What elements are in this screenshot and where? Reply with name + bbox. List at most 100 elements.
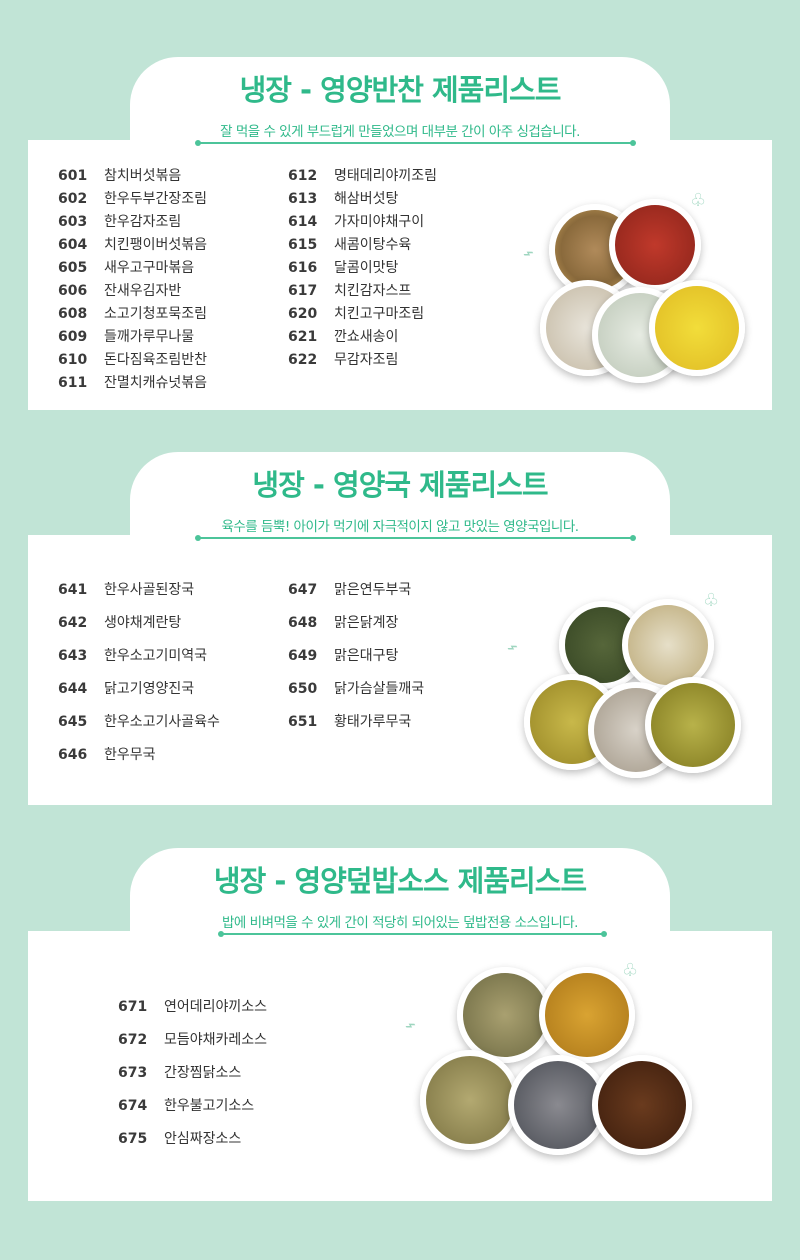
product-item: 604 치킨팽이버섯볶음	[58, 234, 207, 254]
product-name: 치킨고구마조림	[334, 306, 425, 322]
product-code: 620	[288, 306, 318, 322]
product-item: 609 들깨가루무나물	[58, 326, 194, 346]
product-code: 646	[58, 747, 88, 763]
product-name: 소고기청포묵조림	[104, 306, 208, 322]
product-item: 641 한우사골된장국	[58, 579, 194, 599]
product-name: 한우무국	[104, 747, 156, 763]
section-tab	[130, 452, 670, 542]
product-code: 617	[288, 283, 318, 299]
product-item: 616 달콤이맛탕	[288, 257, 398, 277]
section-tab	[130, 848, 670, 938]
product-item: 601 참치버섯볶음	[58, 165, 181, 185]
product-item: 648 맑은닭계장	[288, 612, 398, 632]
product-code: 647	[288, 582, 318, 598]
product-code: 671	[118, 999, 148, 1015]
product-item: 675 안심짜장소스	[118, 1128, 241, 1148]
mushroom-icon: ♧	[690, 190, 707, 211]
product-name: 참치버섯볶음	[104, 168, 182, 184]
food-bowl-image	[420, 1050, 520, 1150]
section-title: 냉장 - 영양반찬 제품리스트	[239, 73, 562, 107]
product-code: 603	[58, 214, 88, 230]
product-name: 간장찜닭소스	[164, 1065, 242, 1081]
product-item: 649 맑은대구탕	[288, 645, 398, 665]
product-item: 615 새콤이탕수육	[288, 234, 411, 254]
product-item: 621 깐쇼새송이	[288, 326, 398, 346]
section-subtitle: 밥에 비벼먹을 수 있게 간이 적당히 되어있는 덮밥전용 소스입니다.	[222, 915, 578, 931]
product-code: 605	[58, 260, 88, 276]
product-name: 한우불고기소스	[164, 1098, 255, 1114]
product-name: 명태데리야끼조림	[334, 168, 438, 184]
product-name: 깐쇼새송이	[334, 329, 399, 345]
product-item: 642 생야채계란탕	[58, 612, 181, 632]
product-name: 맑은닭계장	[334, 615, 399, 631]
product-code: 641	[58, 582, 88, 598]
product-code: 672	[118, 1032, 148, 1048]
product-item: 647 맑은연두부국	[288, 579, 411, 599]
product-code: 610	[58, 352, 88, 368]
product-item: 671 연어데리야끼소스	[118, 996, 267, 1016]
product-item: 602 한우두부간장조림	[58, 188, 207, 208]
mushroom-icon: ♧	[622, 960, 639, 981]
product-name: 잔새우김자반	[104, 283, 182, 299]
product-code: 642	[58, 615, 88, 631]
food-bowl-image	[609, 199, 701, 291]
product-name: 황태가루무국	[334, 714, 412, 730]
food-bowl-image	[592, 1055, 692, 1155]
product-code: 674	[118, 1098, 148, 1114]
product-name: 연어데리야끼소스	[164, 999, 268, 1015]
product-name: 안심짜장소스	[164, 1131, 242, 1147]
product-name: 가자미야채구이	[334, 214, 425, 230]
product-name: 한우소고기미역국	[104, 648, 208, 664]
product-item: 613 해삼버섯탕	[288, 188, 398, 208]
product-item: 620 치킨고구마조림	[288, 303, 424, 323]
product-name: 들깨가루무나물	[104, 329, 195, 345]
section-title: 냉장 - 영양덮밥소스 제품리스트	[213, 864, 587, 898]
product-code: 615	[288, 237, 318, 253]
product-name: 모듬야채카레소스	[164, 1032, 268, 1048]
product-code: 675	[118, 1131, 148, 1147]
product-name: 닭가슴살들깨국	[334, 681, 425, 697]
product-item: 651 황태가루무국	[288, 711, 411, 731]
subtitle-underline	[195, 535, 636, 541]
product-name: 한우사골된장국	[104, 582, 195, 598]
product-item: 673 간장찜닭소스	[118, 1062, 241, 1082]
product-code: 621	[288, 329, 318, 345]
product-code: 673	[118, 1065, 148, 1081]
product-name: 잔멸치캐슈넛볶음	[104, 375, 208, 391]
product-code: 643	[58, 648, 88, 664]
product-item: 672 모듬야채카레소스	[118, 1029, 267, 1049]
product-item: 614 가자미야채구이	[288, 211, 424, 231]
product-code: 609	[58, 329, 88, 345]
mushroom-icon: ♧	[703, 590, 720, 611]
product-code: 622	[288, 352, 318, 368]
product-code: 602	[58, 191, 88, 207]
section-tab	[130, 57, 670, 147]
product-code: 601	[58, 168, 88, 184]
product-item: 674 한우불고기소스	[118, 1095, 254, 1115]
food-bowl-image	[649, 280, 745, 376]
product-item: 611 잔멸치캐슈넛볶음	[58, 372, 207, 392]
food-bowl-image	[645, 677, 741, 773]
product-code: 651	[288, 714, 318, 730]
product-code: 611	[58, 375, 88, 391]
product-item: 610 돈다짐육조림반찬	[58, 349, 207, 369]
product-name: 맑은연두부국	[334, 582, 412, 598]
product-item: 606 잔새우김자반	[58, 280, 181, 300]
product-item: 646 한우무국	[58, 744, 156, 764]
product-name: 돈다짐육조림반찬	[104, 352, 208, 368]
product-item: 622 무감자조림	[288, 349, 398, 369]
product-name: 닭고기영양진국	[104, 681, 195, 697]
product-item: 650 닭가슴살들깨국	[288, 678, 424, 698]
product-code: 612	[288, 168, 318, 184]
product-code: 606	[58, 283, 88, 299]
product-item: 643 한우소고기미역국	[58, 645, 207, 665]
section-subtitle: 육수를 듬뿍! 아이가 먹기에 자극적이지 않고 맛있는 영양국입니다.	[221, 519, 579, 535]
product-name: 생야채계란탕	[104, 615, 182, 631]
product-name: 한우두부간장조림	[104, 191, 208, 207]
food-bowl-image	[539, 967, 635, 1063]
section-title: 냉장 - 영양국 제품리스트	[252, 468, 548, 502]
product-code: 608	[58, 306, 88, 322]
product-code: 604	[58, 237, 88, 253]
subtitle-underline	[218, 931, 607, 937]
product-item: 608 소고기청포묵조림	[58, 303, 207, 323]
